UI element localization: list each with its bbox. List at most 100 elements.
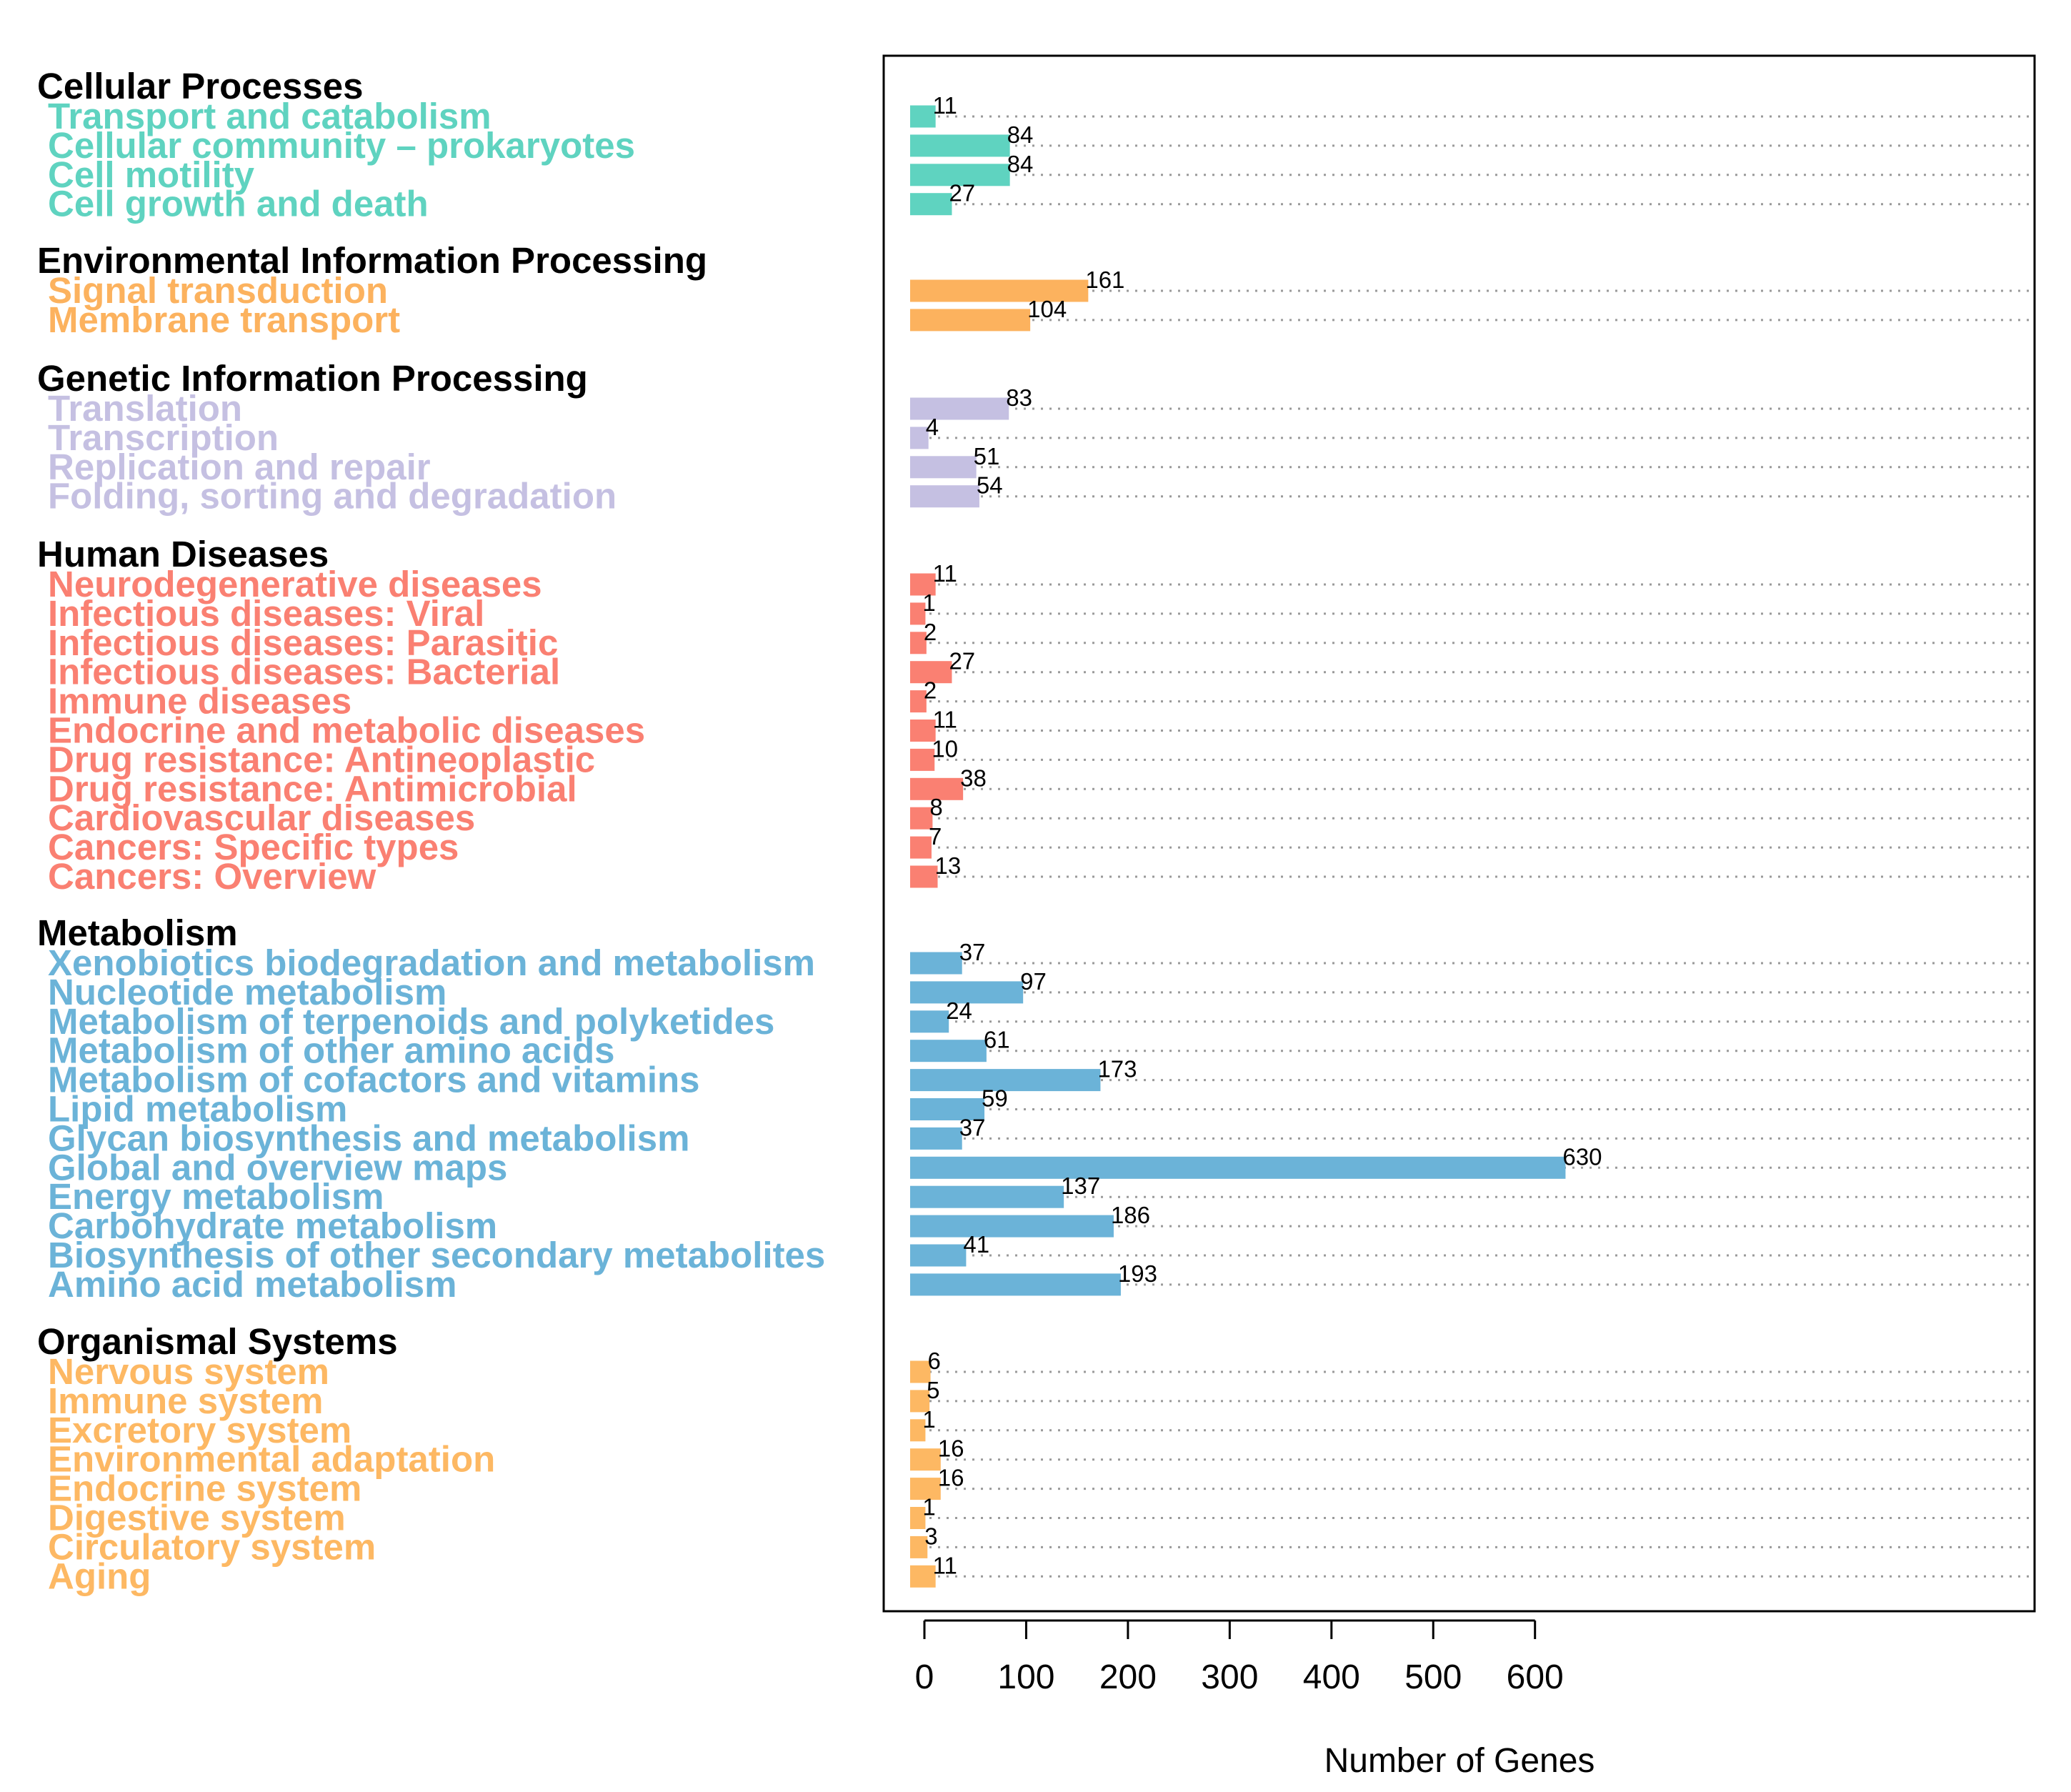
bar-cell-motility xyxy=(910,164,1010,186)
category-label-xenobiotics-biodegradation-and-metabolism: Xenobiotics biodegradation and metabolis… xyxy=(48,942,815,983)
bar-metabolism-of-cofactors-and-vitamins xyxy=(910,1069,1101,1092)
value-label-amino-acid-metabolism: 193 xyxy=(1118,1260,1157,1287)
bar-cancers-overview xyxy=(910,865,938,888)
category-label-cellular-community-prokaryotes: Cellular community – prokaryotes xyxy=(48,125,635,166)
value-label-cancers-specific-types: 7 xyxy=(929,823,942,850)
bar-value-labels: 1184842716110483451541112272111038871337… xyxy=(922,92,1602,1578)
bar-metabolism-of-terpenoids-and-polyketides xyxy=(910,1010,949,1033)
value-label-transcription: 4 xyxy=(926,414,939,440)
category-label-carbohydrate-metabolism: Carbohydrate metabolism xyxy=(48,1205,497,1246)
category-label-nucleotide-metabolism: Nucleotide metabolism xyxy=(48,972,446,1012)
category-label-membrane-transport: Membrane transport xyxy=(48,299,400,340)
value-label-endocrine-and-metabolic-diseases: 11 xyxy=(933,707,957,733)
bar-cancers-specific-types xyxy=(910,836,932,859)
value-label-cancers-overview: 13 xyxy=(935,852,962,879)
value-label-aging: 11 xyxy=(933,1552,957,1578)
category-label-transcription: Transcription xyxy=(48,417,279,458)
value-label-energy-metabolism: 137 xyxy=(1061,1173,1100,1199)
bar-drug-resistance-antimicrobial xyxy=(910,777,964,800)
category-label-immune-diseases: Immune diseases xyxy=(48,681,351,722)
value-label-endocrine-system: 16 xyxy=(938,1465,964,1491)
x-tick-label: 500 xyxy=(1404,1658,1462,1696)
x-tick-label: 200 xyxy=(1099,1658,1157,1696)
bar-carbohydrate-metabolism xyxy=(910,1215,1114,1238)
category-label-infectious-diseases-viral: Infectious diseases: Viral xyxy=(48,593,484,634)
category-label-global-and-overview-maps: Global and overview maps xyxy=(48,1147,507,1188)
bar-cell-growth-and-death xyxy=(910,193,952,216)
value-label-nucleotide-metabolism: 97 xyxy=(1020,968,1047,995)
bar-immune-diseases xyxy=(910,690,927,713)
bar-membrane-transport xyxy=(910,309,1031,332)
bar-endocrine-and-metabolic-diseases xyxy=(910,720,936,742)
category-label-replication-and-repair: Replication and repair xyxy=(48,447,431,487)
value-label-metabolism-of-cofactors-and-vitamins: 173 xyxy=(1097,1056,1137,1082)
value-label-drug-resistance-antineoplastic: 10 xyxy=(932,735,958,762)
bar-infectious-diseases-bacterial xyxy=(910,661,952,684)
value-label-translation: 83 xyxy=(1006,384,1032,411)
bar-infectious-diseases-viral xyxy=(910,602,926,625)
value-label-nervous-system: 6 xyxy=(928,1348,941,1374)
bar-cellular-community-prokaryotes xyxy=(910,134,1010,157)
category-label-transport-and-catabolism: Transport and catabolism xyxy=(48,96,491,136)
category-label-nervous-system: Nervous system xyxy=(48,1351,329,1392)
category-label-digestive-system: Digestive system xyxy=(48,1498,346,1538)
value-label-cardiovascular-diseases: 8 xyxy=(929,794,942,820)
value-label-replication-and-repair: 51 xyxy=(974,443,1000,469)
category-label-metabolism-of-other-amino-acids: Metabolism of other amino acids xyxy=(48,1030,614,1071)
category-label-endocrine-system: Endocrine system xyxy=(48,1468,361,1509)
value-label-membrane-transport: 104 xyxy=(1027,296,1067,322)
category-label-cell-growth-and-death: Cell growth and death xyxy=(48,184,429,224)
category-label-energy-metabolism: Energy metabolism xyxy=(48,1176,384,1217)
category-label-environmental-adaptation: Environmental adaptation xyxy=(48,1439,495,1480)
value-label-transport-and-catabolism: 11 xyxy=(933,92,957,119)
bar-amino-acid-metabolism xyxy=(910,1273,1121,1296)
value-label-neurodegenerative-diseases: 11 xyxy=(933,560,957,587)
category-label-biosynthesis-of-other-secondary-metabolites: Biosynthesis of other secondary metaboli… xyxy=(48,1235,825,1275)
bar-aging xyxy=(910,1565,936,1588)
category-label-folding-sorting-and-degradation: Folding, sorting and degradation xyxy=(48,476,617,517)
value-label-cell-motility: 84 xyxy=(1007,151,1034,177)
bar-drug-resistance-antineoplastic xyxy=(910,748,935,771)
bar-glycan-biosynthesis-and-metabolism xyxy=(910,1127,962,1150)
category-label-infectious-diseases-parasitic: Infectious diseases: Parasitic xyxy=(48,622,558,663)
bar-environmental-adaptation xyxy=(910,1448,941,1471)
bar-signal-transduction xyxy=(910,279,1089,302)
bar-cardiovascular-diseases xyxy=(910,807,933,830)
value-label-immune-system: 5 xyxy=(927,1377,939,1403)
category-label-amino-acid-metabolism: Amino acid metabolism xyxy=(48,1264,456,1305)
x-tick-label: 100 xyxy=(997,1658,1054,1696)
category-label-translation: Translation xyxy=(48,388,242,429)
value-label-signal-transduction: 161 xyxy=(1085,267,1124,293)
category-label-aging: Aging xyxy=(48,1555,151,1596)
group-header-cellular-processes: Cellular Processes xyxy=(37,66,363,106)
bar-folding-sorting-and-degradation xyxy=(910,485,979,508)
bar-xenobiotics-biodegradation-and-metabolism xyxy=(910,952,962,975)
plot-frame xyxy=(882,54,2036,1613)
value-label-cell-growth-and-death: 27 xyxy=(949,180,975,206)
category-label-endocrine-and-metabolic-diseases: Endocrine and metabolic diseases xyxy=(48,710,645,751)
value-label-glycan-biosynthesis-and-metabolism: 37 xyxy=(959,1114,986,1140)
category-label-circulatory-system: Circulatory system xyxy=(48,1526,376,1567)
category-label-metabolism-of-cofactors-and-vitamins: Metabolism of cofactors and vitamins xyxy=(48,1060,700,1100)
bar-global-and-overview-maps xyxy=(910,1156,1566,1179)
category-label-excretory-system: Excretory system xyxy=(48,1410,351,1450)
bar-excretory-system xyxy=(910,1419,926,1442)
category-label-cell-motility: Cell motility xyxy=(48,154,255,195)
x-tick-label: 400 xyxy=(1303,1658,1360,1696)
value-label-metabolism-of-other-amino-acids: 61 xyxy=(984,1027,1010,1053)
value-label-folding-sorting-and-degradation: 54 xyxy=(977,472,1003,499)
gridlines xyxy=(912,115,2029,1578)
bar-metabolism-of-other-amino-acids xyxy=(910,1040,987,1062)
bar-immune-system xyxy=(910,1390,930,1413)
group-header-metabolism: Metabolism xyxy=(37,912,238,953)
bar-nervous-system xyxy=(910,1360,931,1383)
bar-nucleotide-metabolism xyxy=(910,981,1024,1004)
category-label-immune-system: Immune system xyxy=(48,1380,324,1421)
value-label-infectious-diseases-viral: 1 xyxy=(922,589,935,616)
category-label-cardiovascular-diseases: Cardiovascular diseases xyxy=(48,797,475,838)
category-label-lipid-metabolism: Lipid metabolism xyxy=(48,1089,347,1130)
x-axis-title: Number of Genes xyxy=(1324,1742,1595,1780)
category-label-drug-resistance-antineoplastic: Drug resistance: Antineoplastic xyxy=(48,739,595,780)
x-axis: 0 100 200 300 400 500 600 xyxy=(915,1619,1564,1696)
